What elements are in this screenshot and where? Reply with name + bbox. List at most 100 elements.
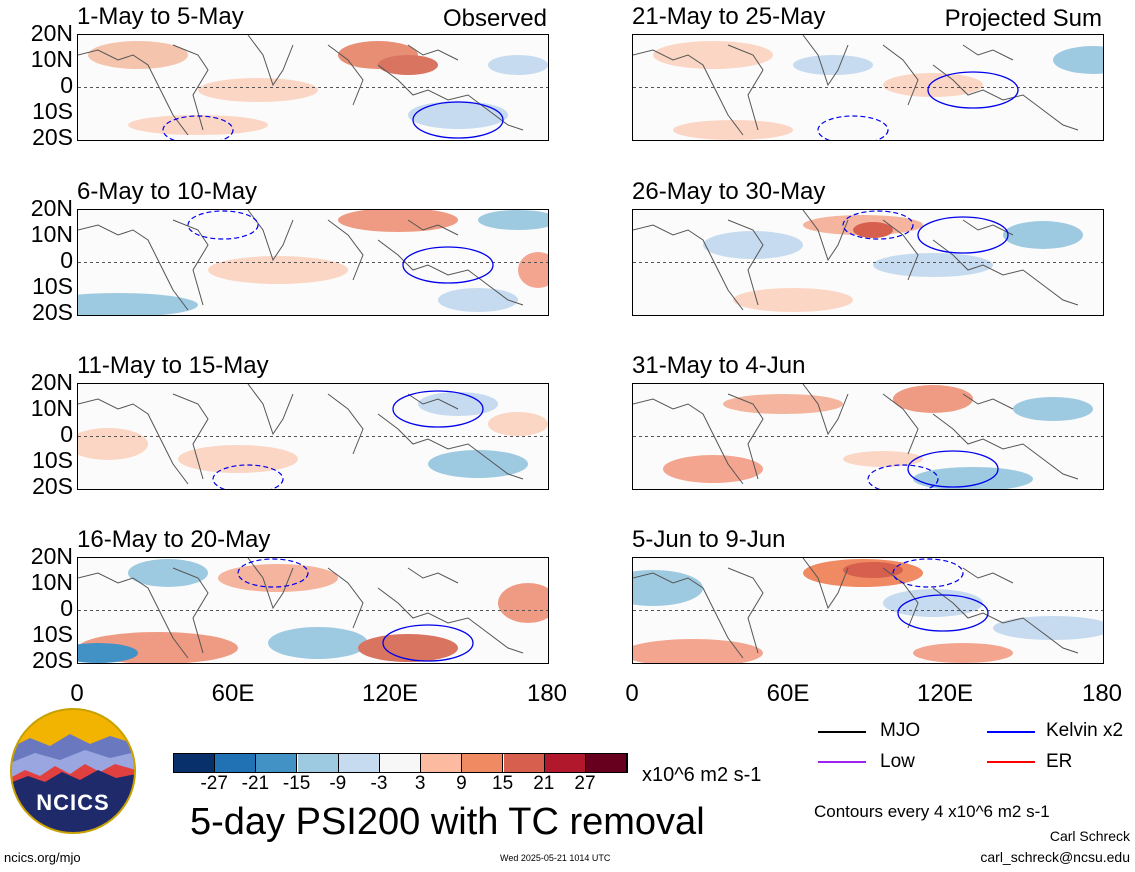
anomaly-shading [993, 616, 1103, 640]
legend-line-kelvin [987, 731, 1035, 733]
anomaly-shading [663, 455, 763, 483]
kelvin-contour [867, 464, 939, 489]
anomaly-shading [128, 115, 268, 135]
anomaly-shading [723, 394, 843, 414]
lat-tick-label: 20S [32, 299, 73, 325]
legend-label-er: ER [1046, 751, 1073, 772]
panel-title: 16-May to 20-May [77, 526, 271, 553]
lat-tick-label: 0 [60, 247, 73, 273]
map-panel [632, 383, 1104, 490]
colorbar-cell [421, 754, 463, 772]
map-panel [77, 557, 549, 664]
legend-label-mjo: MJO [880, 720, 921, 741]
anomaly-shading [78, 293, 198, 315]
panel-title: 6-May to 10-May [77, 178, 258, 205]
colorbar-tick-label: 9 [456, 773, 467, 794]
footer-timestamp: Wed 2025-05-21 1014 UTC [500, 853, 611, 863]
anomaly-shading [418, 392, 498, 416]
colorbar-cell [462, 754, 504, 772]
lon-tick-label: 180 [526, 680, 568, 707]
colorbar-tick-label: 15 [492, 773, 514, 794]
map-field [78, 35, 548, 140]
anomaly-shading [128, 559, 208, 587]
lat-tick-label: 0 [60, 595, 73, 621]
map-panel [632, 209, 1104, 316]
coastline [633, 558, 1079, 659]
colorbar-units: x10^6 m2 s-1 [642, 764, 762, 786]
anomaly-shading [378, 55, 438, 75]
lat-tick-label: 20S [32, 473, 73, 499]
lon-tick-label: 60E [766, 680, 810, 707]
coastline [633, 35, 1079, 136]
kelvin-contour [897, 594, 989, 632]
anomaly-shading [488, 412, 548, 436]
map-field [78, 384, 548, 489]
main-title: 5-day PSI200 with TC removal [190, 801, 705, 843]
lat-tick-label: 20S [32, 647, 73, 673]
lon-tick-label: 120E [916, 680, 974, 707]
kelvin-contour [842, 210, 914, 240]
legend-line-er [987, 761, 1035, 763]
map-panel [77, 34, 549, 141]
lat-tick-label: 10S [32, 447, 73, 473]
anomaly-shading [518, 252, 548, 288]
lat-tick-label: 10S [32, 621, 73, 647]
lat-tick-label: 10N [30, 395, 73, 421]
colorbar-tick-label: 27 [574, 773, 596, 794]
coastline [78, 558, 524, 659]
panel-title: 5-Jun to 9-Jun [632, 526, 786, 553]
colorbar-tick-label: -3 [370, 773, 388, 794]
anomaly-shading [88, 41, 188, 69]
colorbar-tick-label: -21 [241, 773, 270, 794]
anomaly-shading [883, 73, 983, 97]
colorbar-tick-label: 3 [414, 773, 426, 794]
lat-tick-label: 10S [32, 273, 73, 299]
kelvin-contour [402, 246, 494, 284]
anomaly-shading [408, 101, 508, 129]
anomaly-shading [488, 55, 548, 75]
anomaly-shading [338, 210, 458, 232]
anomaly-shading [893, 385, 973, 413]
anomaly-shading [633, 639, 763, 663]
anomaly-shading [913, 643, 1013, 663]
kelvin-contour [817, 115, 889, 140]
kelvin-contour [187, 210, 259, 240]
kelvin-contour [382, 624, 474, 662]
coastline [78, 35, 524, 136]
colorbar-cell [297, 754, 339, 772]
anomaly-shading [653, 41, 773, 69]
legend-line-mjo [818, 731, 866, 733]
colorbar-cell [256, 754, 298, 772]
anomaly-shading [208, 256, 348, 284]
anomaly-shading [218, 564, 338, 592]
coastline [78, 384, 524, 485]
lat-tick-label: 20S [32, 124, 73, 150]
ncics-logo: NCICS [10, 708, 136, 834]
panel-title: 26-May to 30-May [632, 178, 826, 205]
kelvin-contour [907, 450, 999, 488]
lon-tick-label: 0 [70, 680, 84, 707]
footer-link[interactable]: ncics.org/mjo [4, 850, 81, 865]
lat-tick-label: 20N [30, 543, 73, 569]
contour-note: Contours every 4 x10^6 m2 s-1 [814, 802, 1050, 821]
legend-label-kelvin: Kelvin x2 [1046, 720, 1124, 741]
colorbar-tick-label: -15 [282, 773, 311, 794]
panel-title: 21-May to 25-May [632, 3, 826, 30]
anomaly-shading [358, 634, 458, 662]
kelvin-contour [237, 558, 309, 588]
map-field [78, 210, 548, 315]
lat-tick-label: 10N [30, 569, 73, 595]
anomaly-shading [498, 583, 548, 623]
anomaly-shading [1053, 46, 1103, 74]
legend-label-low: Low [880, 751, 915, 772]
panel-title: 11-May to 15-May [77, 352, 269, 379]
lat-tick-label: 10N [30, 46, 73, 72]
anomaly-shading [733, 288, 853, 312]
coastline [78, 210, 524, 311]
lat-tick-label: 0 [60, 421, 73, 447]
lat-tick-label: 0 [60, 72, 73, 98]
colorbar-cell [503, 754, 545, 772]
anomaly-shading [1003, 221, 1083, 249]
lat-tick-label: 20N [30, 20, 73, 46]
lon-tick-label: 180 [1081, 680, 1123, 707]
